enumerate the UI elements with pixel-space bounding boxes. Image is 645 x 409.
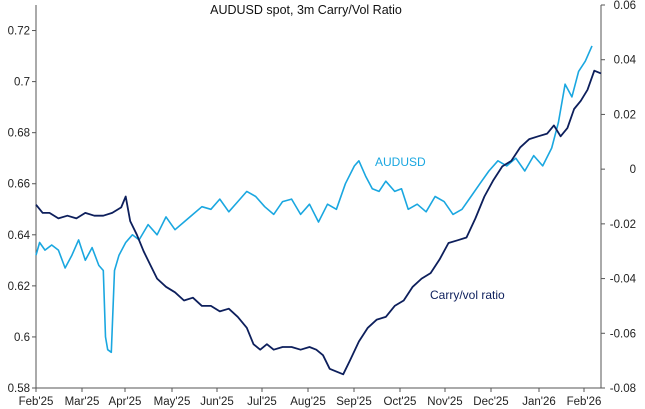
labels-layer: AUDUSD Carry/vol ratio [375, 155, 505, 302]
right-tick-label: -0.06 [610, 328, 636, 340]
series-layer [35, 45, 602, 376]
x-tick-label: Mar'25 [65, 396, 100, 408]
left-tick-label: 0.68 [8, 128, 30, 140]
left-tick-label: 0.66 [8, 179, 30, 191]
x-tick-label: Feb'26 [567, 396, 602, 408]
x-tick-label: May'25 [154, 396, 191, 408]
x-tick-label: Oct'25 [384, 396, 417, 408]
x-tick-label: Nov'25 [427, 396, 462, 408]
x-tick-label: Jun'25 [200, 396, 234, 408]
x-tick-label: Jul'25 [247, 396, 277, 408]
x-tick-label: Jan'26 [522, 396, 556, 408]
left-tick-label: 0.72 [8, 26, 30, 38]
right-tick-label: 0 [630, 164, 636, 176]
right-tick-label: -0.08 [610, 383, 636, 395]
x-tick-label: Aug'25 [290, 396, 325, 408]
carry-vol-series-label: Carry/vol ratio [430, 288, 505, 302]
chart-title: AUDUSD spot, 3m Carry/Vol Ratio [210, 3, 402, 17]
x-tick-label: Feb'25 [19, 396, 54, 408]
left-tick-label: 0.6 [14, 332, 30, 344]
x-tick-label: Dec'25 [473, 396, 508, 408]
audusd-series-label: AUDUSD [375, 155, 426, 169]
x-tick-label: Sep'25 [336, 396, 371, 408]
left-tick-label: 0.64 [8, 230, 31, 242]
left-tick-label: 0.62 [8, 281, 30, 293]
carry-vol-series-line [35, 69, 602, 376]
right-tick-label: 0.02 [614, 109, 636, 121]
right-tick-label: -0.02 [610, 219, 636, 231]
right-tick-label: 0.06 [614, 0, 636, 12]
x-tick-label: Apr'25 [109, 396, 142, 408]
right-tick-label: -0.04 [610, 274, 637, 286]
right-tick-label: 0.04 [614, 55, 637, 67]
axes: 0.58 0.6 0.62 0.64 0.66 0.68 0.7 0.72 -0.08 -0.06… [8, 0, 637, 408]
audusd-series-line [35, 45, 593, 354]
left-tick-label: 0.58 [8, 383, 30, 395]
left-tick-label: 0.7 [14, 77, 30, 89]
